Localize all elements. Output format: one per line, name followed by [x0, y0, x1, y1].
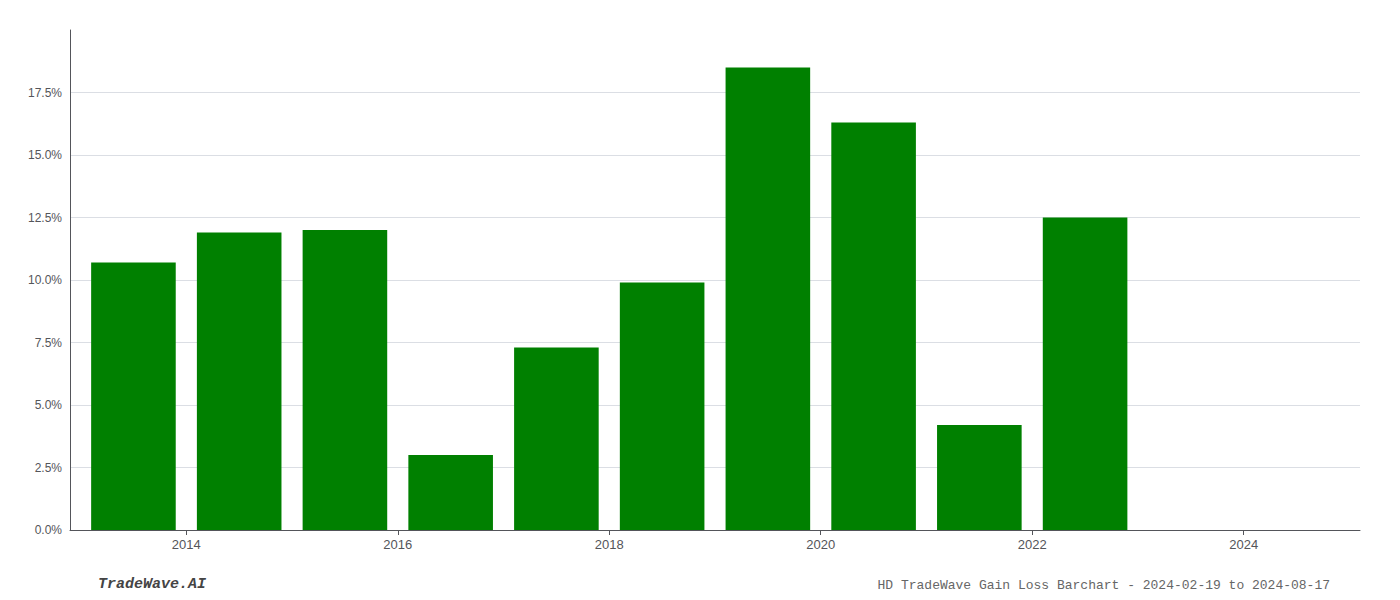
svg-text:5.0%: 5.0% [35, 398, 63, 412]
svg-text:TradeWave.AI: TradeWave.AI [98, 576, 207, 593]
svg-text:2014: 2014 [172, 537, 201, 552]
svg-text:2020: 2020 [806, 537, 835, 552]
svg-text:10.0%: 10.0% [28, 273, 62, 287]
svg-text:2024: 2024 [1229, 537, 1258, 552]
svg-text:2.5%: 2.5% [35, 461, 63, 475]
svg-text:7.5%: 7.5% [35, 336, 63, 350]
svg-text:2016: 2016 [383, 537, 412, 552]
svg-text:0.0%: 0.0% [35, 523, 63, 537]
svg-text:2018: 2018 [595, 537, 624, 552]
svg-text:2022: 2022 [1018, 537, 1047, 552]
svg-text:15.0%: 15.0% [28, 148, 62, 162]
svg-text:HD TradeWave Gain Loss Barchar: HD TradeWave Gain Loss Barchart - 2024-0… [878, 578, 1330, 593]
svg-text:17.5%: 17.5% [28, 86, 62, 100]
svg-text:12.5%: 12.5% [28, 211, 62, 225]
